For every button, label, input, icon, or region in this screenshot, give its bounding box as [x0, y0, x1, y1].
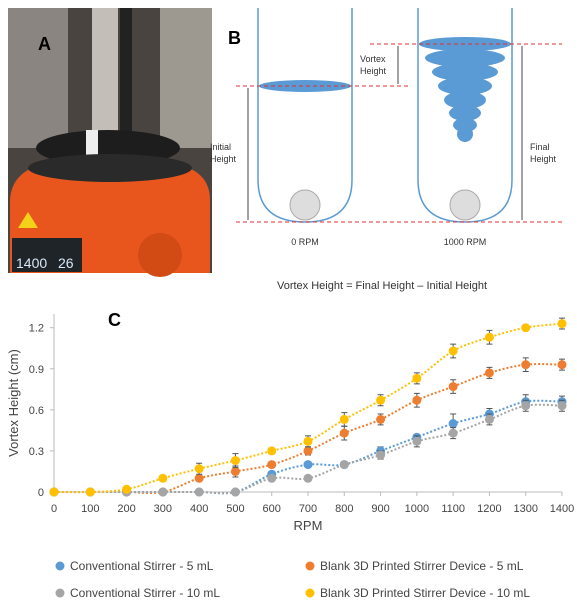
tube-label: 0 RPM [291, 237, 319, 247]
photo: A 1400 26 [8, 8, 212, 277]
data-point [85, 487, 95, 497]
data-point [521, 360, 531, 370]
data-point [376, 450, 386, 460]
data-point [557, 360, 567, 370]
x-axis-label: RPM [294, 518, 323, 533]
data-point [339, 428, 349, 438]
data-point [194, 464, 204, 474]
data-point [267, 460, 277, 470]
annotation: Height [360, 66, 387, 76]
data-point [412, 373, 422, 383]
data-point [376, 414, 386, 424]
tube-label: 1000 RPM [444, 237, 487, 247]
y-axis-label: Vortex Height (cm) [6, 349, 21, 457]
annotation: Final [530, 142, 550, 152]
display-text: 26 [58, 255, 74, 271]
data-point [303, 460, 313, 470]
data-point [484, 368, 494, 378]
x-tick-label: 0 [51, 503, 57, 515]
data-point [448, 428, 458, 438]
data-point [557, 319, 567, 329]
x-tick-label: 1200 [477, 503, 501, 515]
legend-marker [305, 561, 315, 571]
x-tick-label: 1300 [513, 503, 537, 515]
display-text: 1400 [16, 255, 47, 271]
data-point [521, 323, 531, 333]
data-point [484, 332, 494, 342]
legend-label: Blank 3D Printed Stirrer Device - 10 mL [320, 586, 530, 600]
legend-label: Conventional Stirrer - 10 mL [70, 586, 220, 600]
x-tick-label: 200 [117, 503, 135, 515]
legend-label: Blank 3D Printed Stirrer Device - 5 mL [320, 559, 524, 573]
x-tick-label: 1100 [441, 503, 465, 515]
y-tick-label: 0.3 [29, 446, 44, 458]
y-tick-label: 0 [38, 487, 44, 499]
y-tick-label: 0.6 [29, 405, 44, 417]
trendline [53, 363, 563, 495]
panel-label: C [108, 310, 121, 330]
x-tick-label: 400 [190, 503, 208, 515]
data-point [448, 382, 458, 392]
data-point [412, 395, 422, 405]
data-point [267, 473, 277, 483]
x-tick-label: 300 [154, 503, 172, 515]
data-point [194, 473, 204, 483]
x-tick-label: 500 [226, 503, 244, 515]
panel-label: B [228, 28, 241, 48]
diagram: B Initial Height Vortex Height Final Hei… [210, 8, 562, 292]
data-point [448, 346, 458, 356]
chart: 0 0.3 0.6 0.9 1.2 0 100 200 300 400 500 600 700 800 90… [6, 314, 574, 600]
annotation: Height [210, 154, 237, 164]
data-point [230, 456, 240, 466]
x-tick-label: 1000 [405, 503, 429, 515]
data-point [339, 414, 349, 424]
data-point [194, 487, 204, 497]
data-point [521, 401, 531, 411]
data-point [158, 473, 168, 483]
data-point [158, 487, 168, 497]
x-tick-label: 1400 [550, 503, 574, 515]
data-point [122, 484, 132, 494]
x-tick-label: 800 [335, 503, 353, 515]
annotation: Height [530, 154, 557, 164]
data-point [484, 414, 494, 424]
data-point [230, 487, 240, 497]
data-point [49, 487, 59, 497]
annotation: Initial [210, 142, 231, 152]
annotation: Vortex [360, 54, 386, 64]
legend-label: Conventional Stirrer - 5 mL [70, 559, 214, 573]
data-point [339, 460, 349, 470]
legend-marker [305, 588, 315, 598]
data-point [303, 473, 313, 483]
equation: Vortex Height = Final Height – Initial H… [277, 280, 487, 292]
data-point [376, 395, 386, 405]
panel-label: A [38, 34, 51, 54]
data-point [303, 446, 313, 456]
data-point [230, 466, 240, 476]
x-tick-label: 900 [371, 503, 389, 515]
data-point [448, 419, 458, 429]
data-point [303, 436, 313, 446]
data-point [557, 401, 567, 411]
data-point [412, 436, 422, 446]
y-tick-label: 1.2 [29, 323, 44, 335]
data-point [267, 446, 277, 456]
x-tick-label: 100 [81, 503, 99, 515]
x-tick-label: 600 [263, 503, 281, 515]
legend-marker [55, 561, 65, 571]
y-tick-label: 0.9 [29, 364, 44, 376]
legend-marker [55, 588, 65, 598]
x-tick-label: 700 [299, 503, 317, 515]
